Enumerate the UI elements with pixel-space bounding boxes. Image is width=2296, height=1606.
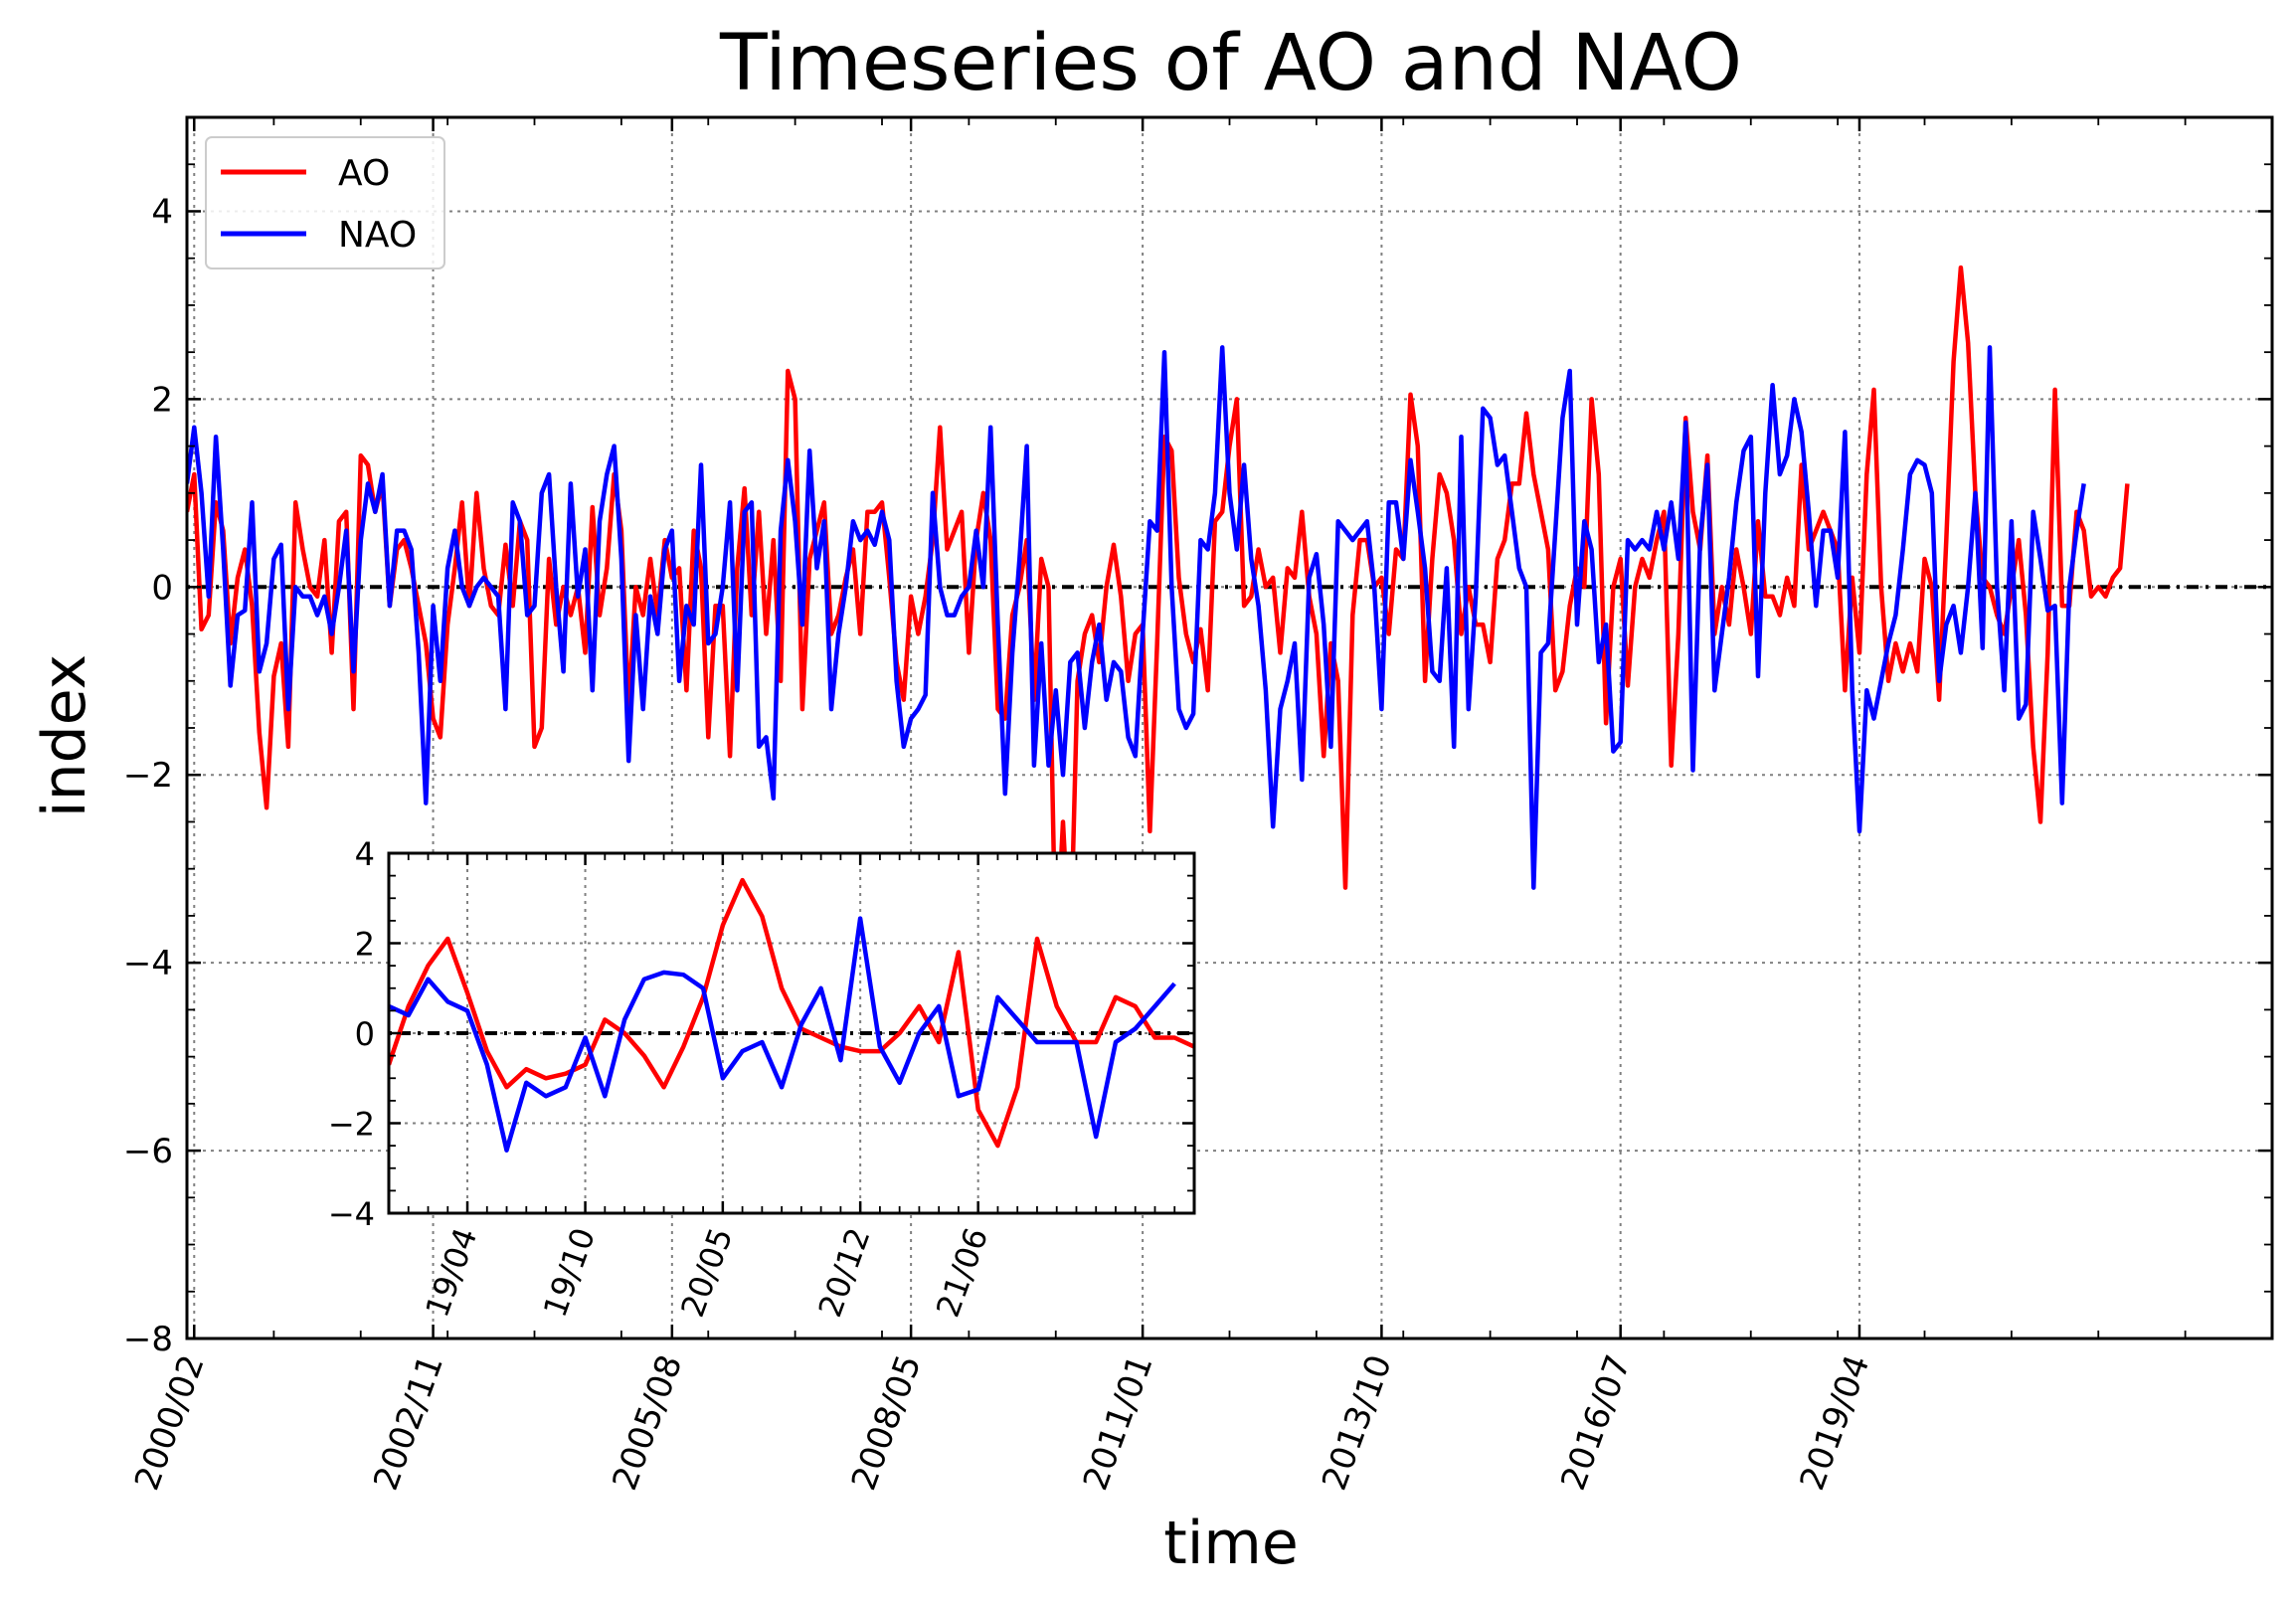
y-tick-label: −6 [123,1132,173,1171]
y-tick-label: 2 [151,380,173,420]
y-tick-label: −4 [123,944,173,983]
y-tick-label: −4 [328,1195,375,1233]
inset-grid [389,853,1194,1213]
y-tick-label: −8 [123,1320,173,1359]
legend-label-nao: NAO [338,215,417,256]
inset-ticks [388,851,1195,1215]
series-line-nao [187,345,2086,890]
y-tick-label: 0 [151,568,173,608]
legend-label-ao: AO [338,153,390,194]
legend: AO NAO [205,136,445,269]
main-ticks [186,116,2273,1340]
main-y-tick-labels: −8 −6 −4 −2 0 2 4 [123,192,173,1359]
main-series [187,265,2130,966]
y-axis-title: index [30,654,99,817]
y-tick-label: 4 [355,835,375,873]
y-tick-label: 2 [355,926,375,964]
main-grid [187,117,2272,1338]
y-tick-label: 0 [355,1015,375,1053]
x-axis-title: time [1163,1509,1299,1578]
inset-series [389,877,1194,1153]
y-tick-label: 4 [151,192,173,232]
inset-y-tick-labels: −4 −2 0 2 4 [328,835,375,1233]
y-tick-label: −2 [328,1106,375,1144]
chart-title: Timeseries of AO and NAO [719,19,1742,108]
series-line-nao [389,916,1176,1153]
y-tick-label: −2 [123,756,173,796]
